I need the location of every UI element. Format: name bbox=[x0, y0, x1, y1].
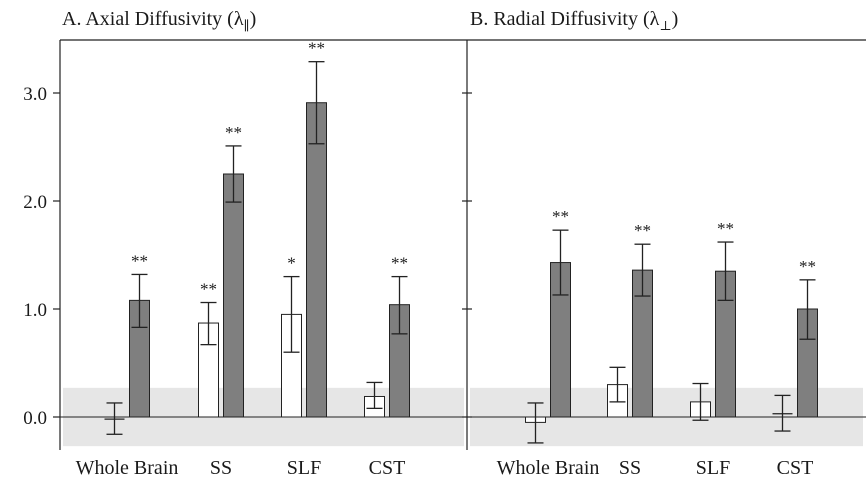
significance-marker: ** bbox=[131, 251, 148, 270]
y-tick-label: 3.0 bbox=[23, 84, 47, 105]
y-tick-label: 1.0 bbox=[23, 300, 47, 321]
category-label: Whole Brain bbox=[497, 457, 600, 478]
category-label: SS bbox=[619, 457, 641, 478]
panel-b-radial-diffusivity: B. Radial Diffusivity (λ⊥) Whole Brain SS S… bbox=[467, 8, 866, 478]
panel-title-end: ) bbox=[672, 8, 679, 30]
category-label: CST bbox=[369, 457, 406, 478]
category-label: SLF bbox=[696, 457, 730, 478]
category-label: SLF bbox=[287, 457, 321, 478]
bar-filled bbox=[306, 102, 327, 418]
panel-a-axial-diffusivity: A. Axial Diffusivity (λ∥) Whole Brain SS SL… bbox=[60, 8, 467, 478]
category-label: SS bbox=[210, 457, 232, 478]
panel-title-subscript: ∥ bbox=[244, 18, 250, 33]
significance-marker: ** bbox=[552, 207, 569, 226]
shared-y-axis: 0.0 1.0 2.0 3.0 bbox=[23, 39, 866, 450]
bar-filled bbox=[223, 173, 244, 418]
panel-title: A. Axial Diffusivity (λ∥) bbox=[62, 8, 256, 33]
category-label: CST bbox=[777, 457, 814, 478]
panel-title-main: B. Radial Diffusivity (λ bbox=[470, 8, 660, 30]
significance-marker: ** bbox=[308, 39, 325, 58]
category-label: Whole Brain bbox=[76, 457, 179, 478]
panel-title-end: ) bbox=[250, 8, 257, 30]
y-tick-label: 0.0 bbox=[23, 408, 47, 429]
significance-marker: ** bbox=[634, 221, 651, 240]
significance-marker: ** bbox=[391, 254, 408, 273]
panel-title-main: A. Axial Diffusivity (λ bbox=[62, 8, 244, 30]
panel-title-subscript: ⊥ bbox=[659, 18, 671, 33]
significance-marker: ** bbox=[799, 257, 816, 276]
significance-marker: ** bbox=[200, 280, 217, 299]
significance-marker: * bbox=[287, 254, 296, 273]
significance-marker: ** bbox=[717, 219, 734, 238]
y-tick-label: 2.0 bbox=[23, 192, 47, 213]
panel-title: B. Radial Diffusivity (λ⊥) bbox=[470, 8, 678, 33]
significance-marker: ** bbox=[225, 123, 242, 142]
